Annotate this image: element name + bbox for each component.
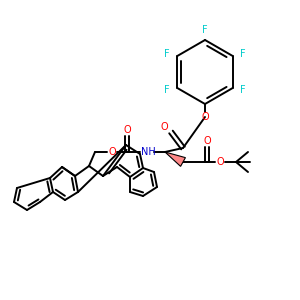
Polygon shape [165,152,185,166]
Text: O: O [203,136,211,146]
Text: F: F [240,49,245,59]
Text: O: O [201,112,209,122]
Text: O: O [123,125,131,135]
Text: O: O [108,147,116,157]
Text: F: F [164,49,170,59]
Text: F: F [240,85,245,95]
Text: NH: NH [141,147,155,157]
Text: F: F [164,85,170,95]
Text: O: O [216,157,224,167]
Text: O: O [160,122,168,132]
Text: F: F [202,25,208,35]
